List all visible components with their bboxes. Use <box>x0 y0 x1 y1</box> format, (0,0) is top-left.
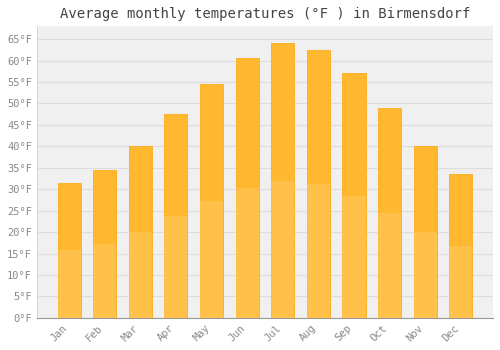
Bar <box>200 201 223 318</box>
Bar <box>271 181 294 318</box>
Bar <box>58 250 80 318</box>
Bar <box>449 174 472 318</box>
Bar <box>307 184 330 318</box>
Bar <box>200 84 223 318</box>
Bar <box>307 50 330 318</box>
Bar <box>449 246 472 318</box>
Bar <box>128 232 152 318</box>
Bar <box>342 196 365 318</box>
Bar <box>414 146 436 318</box>
Bar <box>93 244 116 318</box>
Bar <box>58 183 80 318</box>
Bar <box>164 114 188 318</box>
Bar <box>414 232 436 318</box>
Bar <box>378 213 401 318</box>
Bar <box>93 170 116 318</box>
Bar <box>236 58 258 318</box>
Bar <box>378 108 401 318</box>
Bar <box>271 43 294 318</box>
Bar <box>342 74 365 318</box>
Bar <box>164 216 188 318</box>
Bar <box>128 146 152 318</box>
Title: Average monthly temperatures (°F ) in Birmensdorf: Average monthly temperatures (°F ) in Bi… <box>60 7 470 21</box>
Bar <box>236 188 258 318</box>
